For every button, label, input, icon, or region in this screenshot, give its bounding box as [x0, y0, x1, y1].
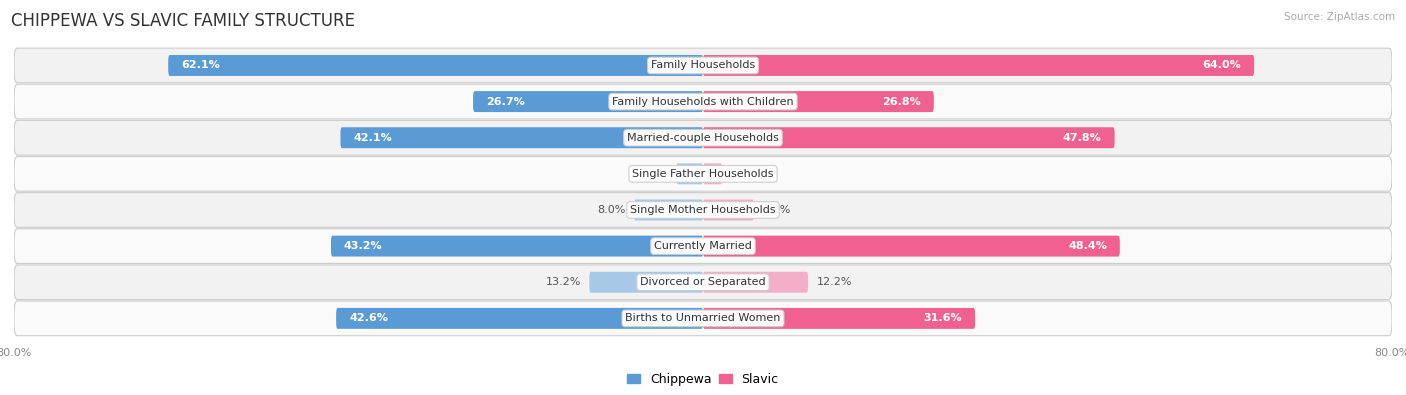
Text: 31.6%: 31.6% — [924, 313, 962, 324]
FancyBboxPatch shape — [634, 199, 703, 220]
Text: 13.2%: 13.2% — [546, 277, 581, 287]
Text: Divorced or Separated: Divorced or Separated — [640, 277, 766, 287]
FancyBboxPatch shape — [703, 127, 1115, 148]
FancyBboxPatch shape — [14, 229, 1392, 263]
FancyBboxPatch shape — [676, 164, 703, 184]
Text: 48.4%: 48.4% — [1069, 241, 1107, 251]
FancyBboxPatch shape — [14, 120, 1392, 155]
FancyBboxPatch shape — [589, 272, 703, 293]
FancyBboxPatch shape — [703, 236, 1119, 257]
Text: 42.1%: 42.1% — [353, 133, 392, 143]
FancyBboxPatch shape — [330, 236, 703, 257]
Text: CHIPPEWA VS SLAVIC FAMILY STRUCTURE: CHIPPEWA VS SLAVIC FAMILY STRUCTURE — [11, 12, 356, 30]
FancyBboxPatch shape — [703, 164, 721, 184]
FancyBboxPatch shape — [703, 91, 934, 112]
Text: Births to Unmarried Women: Births to Unmarried Women — [626, 313, 780, 324]
FancyBboxPatch shape — [703, 308, 976, 329]
FancyBboxPatch shape — [472, 91, 703, 112]
FancyBboxPatch shape — [169, 55, 703, 76]
Text: 64.0%: 64.0% — [1202, 60, 1241, 70]
Text: 43.2%: 43.2% — [344, 241, 382, 251]
FancyBboxPatch shape — [340, 127, 703, 148]
Text: 8.0%: 8.0% — [598, 205, 626, 215]
Text: Family Households with Children: Family Households with Children — [612, 97, 794, 107]
Text: 5.9%: 5.9% — [762, 205, 790, 215]
Text: Source: ZipAtlas.com: Source: ZipAtlas.com — [1284, 12, 1395, 22]
Text: Single Father Households: Single Father Households — [633, 169, 773, 179]
Legend: Chippewa, Slavic: Chippewa, Slavic — [623, 368, 783, 391]
Text: Single Mother Households: Single Mother Households — [630, 205, 776, 215]
FancyBboxPatch shape — [14, 265, 1392, 299]
Text: Currently Married: Currently Married — [654, 241, 752, 251]
FancyBboxPatch shape — [14, 84, 1392, 119]
Text: 3.1%: 3.1% — [640, 169, 668, 179]
FancyBboxPatch shape — [14, 48, 1392, 83]
FancyBboxPatch shape — [336, 308, 703, 329]
Text: Family Households: Family Households — [651, 60, 755, 70]
Text: 26.8%: 26.8% — [882, 97, 921, 107]
Text: 42.6%: 42.6% — [349, 313, 388, 324]
FancyBboxPatch shape — [703, 272, 808, 293]
FancyBboxPatch shape — [703, 199, 754, 220]
Text: 47.8%: 47.8% — [1063, 133, 1102, 143]
FancyBboxPatch shape — [14, 301, 1392, 336]
FancyBboxPatch shape — [14, 193, 1392, 227]
FancyBboxPatch shape — [14, 156, 1392, 191]
Text: 12.2%: 12.2% — [817, 277, 852, 287]
Text: 62.1%: 62.1% — [181, 60, 219, 70]
FancyBboxPatch shape — [703, 55, 1254, 76]
Text: Married-couple Households: Married-couple Households — [627, 133, 779, 143]
Text: 2.2%: 2.2% — [731, 169, 759, 179]
Text: 26.7%: 26.7% — [486, 97, 524, 107]
